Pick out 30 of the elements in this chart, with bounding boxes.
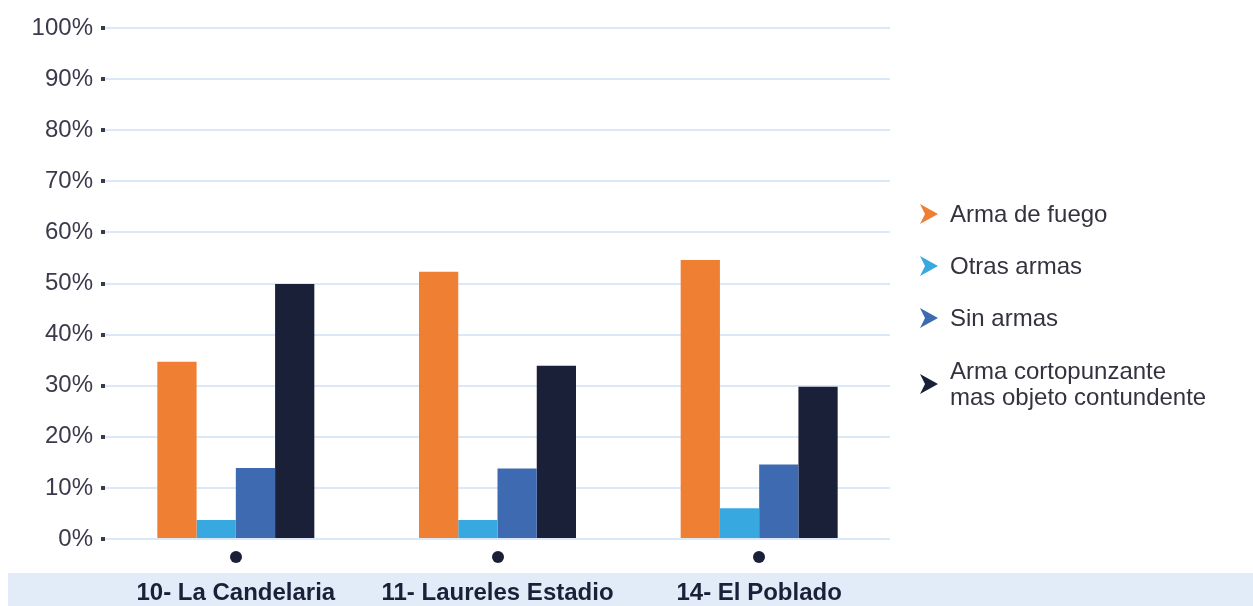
bar xyxy=(759,464,799,538)
bar xyxy=(680,259,720,538)
bar xyxy=(419,271,459,538)
legend-label: Arma cortopunzante mas objeto contundente xyxy=(950,356,1208,411)
bar xyxy=(196,520,236,538)
y-tick-label: 90% xyxy=(44,63,93,91)
y-tick-label: 70% xyxy=(44,165,93,193)
x-tick-label: 14- El Poblado xyxy=(676,578,842,606)
legend-label: Arma de fuego xyxy=(950,199,1108,227)
y-tick-label: 100% xyxy=(31,12,93,40)
x-tick-label: 11- Laureles Estadio xyxy=(381,578,614,606)
bar xyxy=(235,467,276,538)
legend-label: Sin armas xyxy=(950,304,1059,332)
y-tick-label: 40% xyxy=(44,319,93,347)
bar xyxy=(719,508,760,538)
y-tick-label: 60% xyxy=(44,217,93,245)
x-tick-label: 10- La Candelaria xyxy=(136,578,336,606)
y-tick-label: 20% xyxy=(44,421,93,449)
bar xyxy=(536,365,576,538)
bar xyxy=(497,468,537,538)
y-tick-label: 30% xyxy=(44,370,93,398)
bar xyxy=(458,520,498,538)
bar xyxy=(157,361,197,538)
y-tick-label: 80% xyxy=(44,114,93,142)
bar xyxy=(275,284,315,538)
legend-label: Otras armas xyxy=(950,251,1083,280)
bar xyxy=(798,386,838,538)
y-tick-label: 0% xyxy=(58,523,93,551)
y-tick-label: 50% xyxy=(44,268,93,296)
y-tick-label: 10% xyxy=(44,472,93,500)
